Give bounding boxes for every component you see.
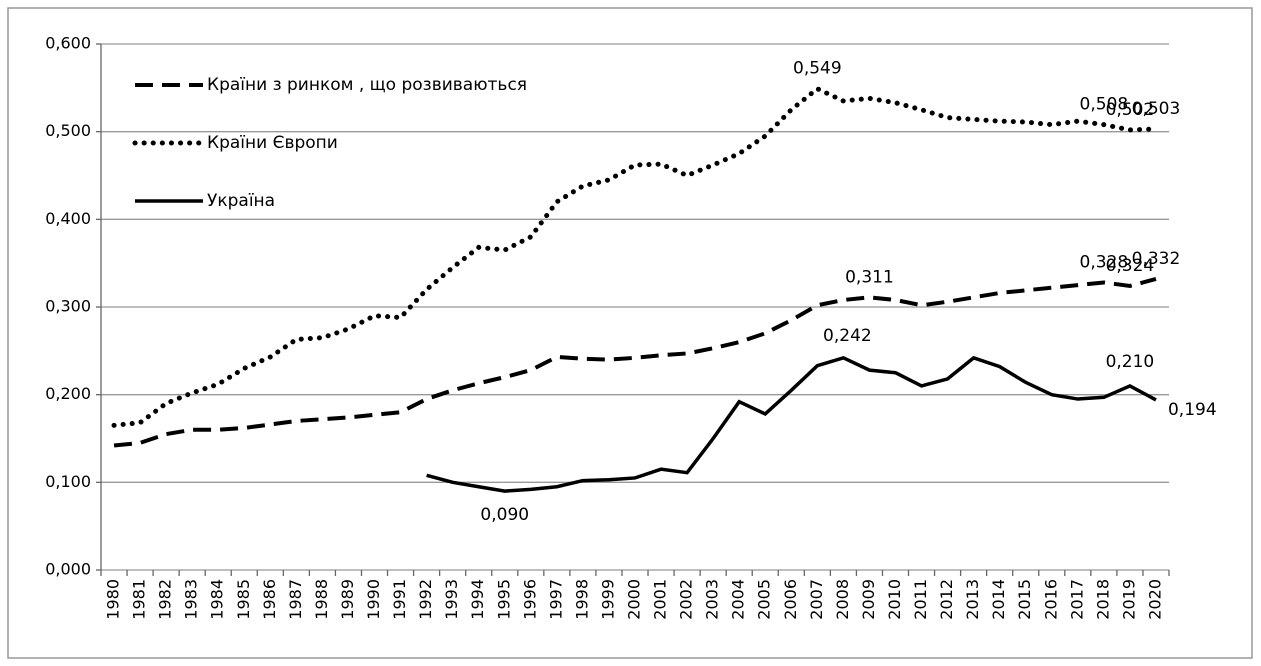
x-tick-label: 2018 bbox=[1093, 579, 1112, 620]
x-tick-label: 2011 bbox=[911, 579, 930, 620]
data-label: 0,549 bbox=[793, 59, 842, 79]
x-tick-label: 2012 bbox=[937, 579, 956, 620]
x-tick-label: 1997 bbox=[546, 579, 565, 620]
x-tick-label: 1987 bbox=[286, 579, 305, 620]
x-tick-label: 1994 bbox=[468, 579, 487, 620]
y-tick-label: 0,500 bbox=[45, 121, 91, 140]
chart-frame bbox=[7, 7, 1253, 659]
data-label: 0,210 bbox=[1106, 352, 1155, 372]
x-tick-label: 1992 bbox=[416, 579, 435, 620]
x-tick-label: 2004 bbox=[729, 579, 748, 620]
data-label: 0,242 bbox=[823, 326, 872, 346]
y-tick-label: 0,200 bbox=[45, 384, 91, 403]
x-tick-label: 1989 bbox=[338, 579, 357, 620]
data-label: 0,502 bbox=[1106, 100, 1155, 120]
data-label: 0,324 bbox=[1106, 256, 1155, 276]
x-tick-label: 1985 bbox=[234, 579, 253, 620]
x-tick-label: 1982 bbox=[156, 579, 175, 620]
data-label: 0,503 bbox=[1132, 99, 1181, 119]
y-tick-label: 0,000 bbox=[45, 560, 91, 579]
data-label: 0,194 bbox=[1168, 400, 1217, 420]
x-tick-label: 2010 bbox=[885, 579, 904, 620]
y-tick-label: 0,300 bbox=[45, 297, 91, 316]
data-label: 0,328 bbox=[1080, 252, 1129, 272]
x-tick-label: 1990 bbox=[364, 579, 383, 620]
y-tick-label: 0,100 bbox=[45, 472, 91, 491]
x-tick-label: 2001 bbox=[651, 579, 670, 620]
x-tick-label: 2017 bbox=[1067, 579, 1086, 620]
x-tick-label: 1993 bbox=[442, 579, 461, 620]
data-label: 0,332 bbox=[1132, 249, 1181, 269]
x-tick-label: 1996 bbox=[520, 579, 539, 620]
legend-label: Україна bbox=[207, 191, 275, 211]
x-tick-label: 2005 bbox=[755, 579, 774, 620]
x-tick-label: 2016 bbox=[1041, 579, 1060, 620]
y-tick-label: 0,600 bbox=[45, 34, 91, 53]
x-tick-label: 1986 bbox=[260, 579, 279, 620]
x-tick-label: 2008 bbox=[833, 579, 852, 620]
data-label: 0,311 bbox=[845, 267, 894, 287]
y-tick-label: 0,400 bbox=[45, 209, 91, 228]
x-tick-label: 2014 bbox=[989, 579, 1008, 620]
x-tick-label: 2019 bbox=[1119, 579, 1138, 620]
x-tick-label: 2015 bbox=[1015, 579, 1034, 620]
x-tick-label: 2000 bbox=[625, 579, 644, 620]
x-tick-label: 1998 bbox=[572, 579, 591, 620]
legend-label: Країни з ринком , що розвиваються bbox=[207, 75, 527, 95]
x-tick-label: 2002 bbox=[677, 579, 696, 620]
series-line bbox=[426, 355, 1157, 493]
series-line bbox=[113, 277, 1157, 448]
x-tick-label: 1999 bbox=[598, 579, 617, 620]
x-tick-label: 1995 bbox=[494, 579, 513, 620]
data-label: 0,508 bbox=[1080, 95, 1129, 115]
x-tick-label: 2003 bbox=[703, 579, 722, 620]
x-tick-label: 1988 bbox=[312, 579, 331, 620]
x-tick-label: 2007 bbox=[807, 579, 826, 620]
x-tick-label: 2013 bbox=[963, 579, 982, 620]
data-label: 0,090 bbox=[480, 505, 529, 525]
x-tick-label: 1983 bbox=[182, 579, 201, 620]
legend-label: Країни Європи bbox=[207, 133, 338, 153]
x-tick-label: 2020 bbox=[1145, 579, 1164, 620]
x-tick-label: 1981 bbox=[130, 579, 149, 620]
x-tick-label: 2006 bbox=[781, 579, 800, 620]
x-tick-label: 1984 bbox=[208, 579, 227, 620]
x-tick-label: 1991 bbox=[390, 579, 409, 620]
x-tick-label: 1980 bbox=[104, 579, 123, 620]
x-tick-label: 2009 bbox=[859, 579, 878, 620]
